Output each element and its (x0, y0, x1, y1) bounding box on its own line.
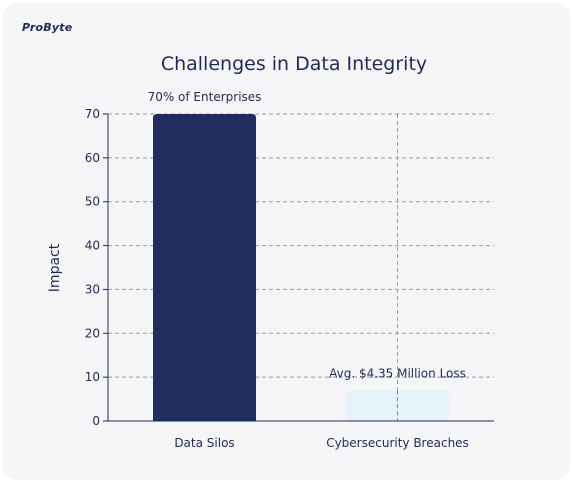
chart-title: Challenges in Data Integrity (161, 53, 427, 75)
axes (103, 113, 494, 422)
y-tick-label: 40 (85, 239, 100, 253)
bar (153, 114, 256, 421)
y-tick-label: 60 (85, 151, 100, 165)
y-tick-label: 0 (92, 414, 100, 428)
x-tick-label: Cybersecurity Breaches (326, 436, 469, 450)
data-label: 70% of Enterprises (148, 90, 262, 104)
y-tick-label: 30 (85, 282, 100, 296)
x-tick-label: Data Silos (174, 436, 234, 450)
y-tick-label: 10 (85, 370, 100, 384)
y-axis-title: Impact (47, 243, 63, 292)
bars (153, 114, 449, 421)
brand-logo: ProByte (22, 21, 73, 34)
y-tick-label: 50 (85, 195, 100, 209)
data-label: Avg. $4.35 Million Loss (329, 366, 466, 380)
y-tick-label: 20 (85, 326, 100, 340)
labels: 0 10 20 30 40 50 60 70 70% of Enterprises Avg. $4… (85, 90, 469, 450)
chart-card (3, 3, 570, 480)
y-tick-label: 70 (85, 107, 100, 121)
